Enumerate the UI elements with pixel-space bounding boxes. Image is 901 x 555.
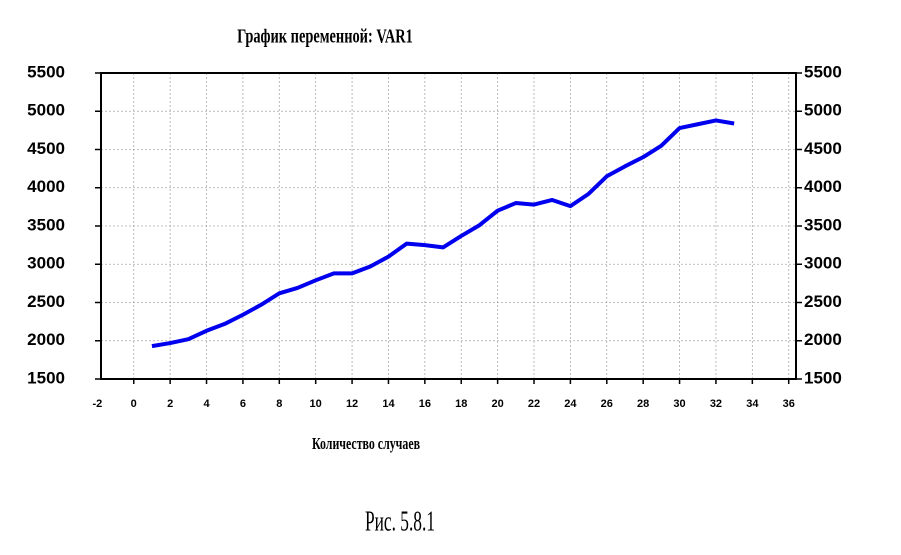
x-tick-label: 18 [455,398,467,410]
chart-title: График переменной: VAR1 [237,24,413,47]
x-tick-label: 34 [746,398,759,410]
x-tick-label: 28 [637,398,649,410]
x-tick-label: 8 [276,398,282,410]
x-axis-label: Количество случаев [312,435,420,454]
y2-tick-label: 4000 [804,177,842,196]
x-tick-label: 14 [382,398,395,410]
y-tick-label: 2000 [27,330,65,349]
y-tick-label: 4500 [27,139,65,158]
y2-tick-label: 3500 [804,215,842,234]
x-tick-label: 2 [167,398,173,410]
x-tick-label: -2 [92,398,102,410]
y2-tick-label: 2500 [804,292,842,311]
x-tick-label: 16 [419,398,431,410]
y-tick-label: 2500 [27,292,65,311]
y2-tick-label: 3000 [804,254,842,273]
y2-tick-label: 1500 [804,368,842,387]
x-tick-label: 0 [131,398,137,410]
y-tick-label: 5500 [27,62,65,81]
y2-tick-label: 2000 [804,330,842,349]
caption: Рис. 5.8.1 [365,506,435,537]
data-line [151,118,735,349]
y2-tick-label: 4500 [804,139,842,158]
x-tick-label: 12 [346,398,358,410]
x-tick-label: 6 [240,398,246,410]
y-tick-label: 4000 [27,177,65,196]
x-tick-label: 30 [673,398,685,410]
y-tick-label: 1500 [27,368,65,387]
y-tick-label: 5000 [27,101,65,120]
x-tick-label: 10 [310,398,322,410]
x-tick-label: 24 [564,398,577,410]
x-tick-label: 4 [203,398,210,410]
y-tick-label: 3500 [27,215,65,234]
plot-frame [100,72,797,380]
x-tick-label: 26 [601,398,613,410]
x-tick-label: 22 [528,398,540,410]
x-tick-label: 32 [710,398,722,410]
y-tick-label: 3000 [27,254,65,273]
x-tick-label: 36 [783,398,795,410]
y2-tick-label: 5500 [804,62,842,81]
x-tick-label: 20 [491,398,503,410]
y2-tick-label: 5000 [804,101,842,120]
